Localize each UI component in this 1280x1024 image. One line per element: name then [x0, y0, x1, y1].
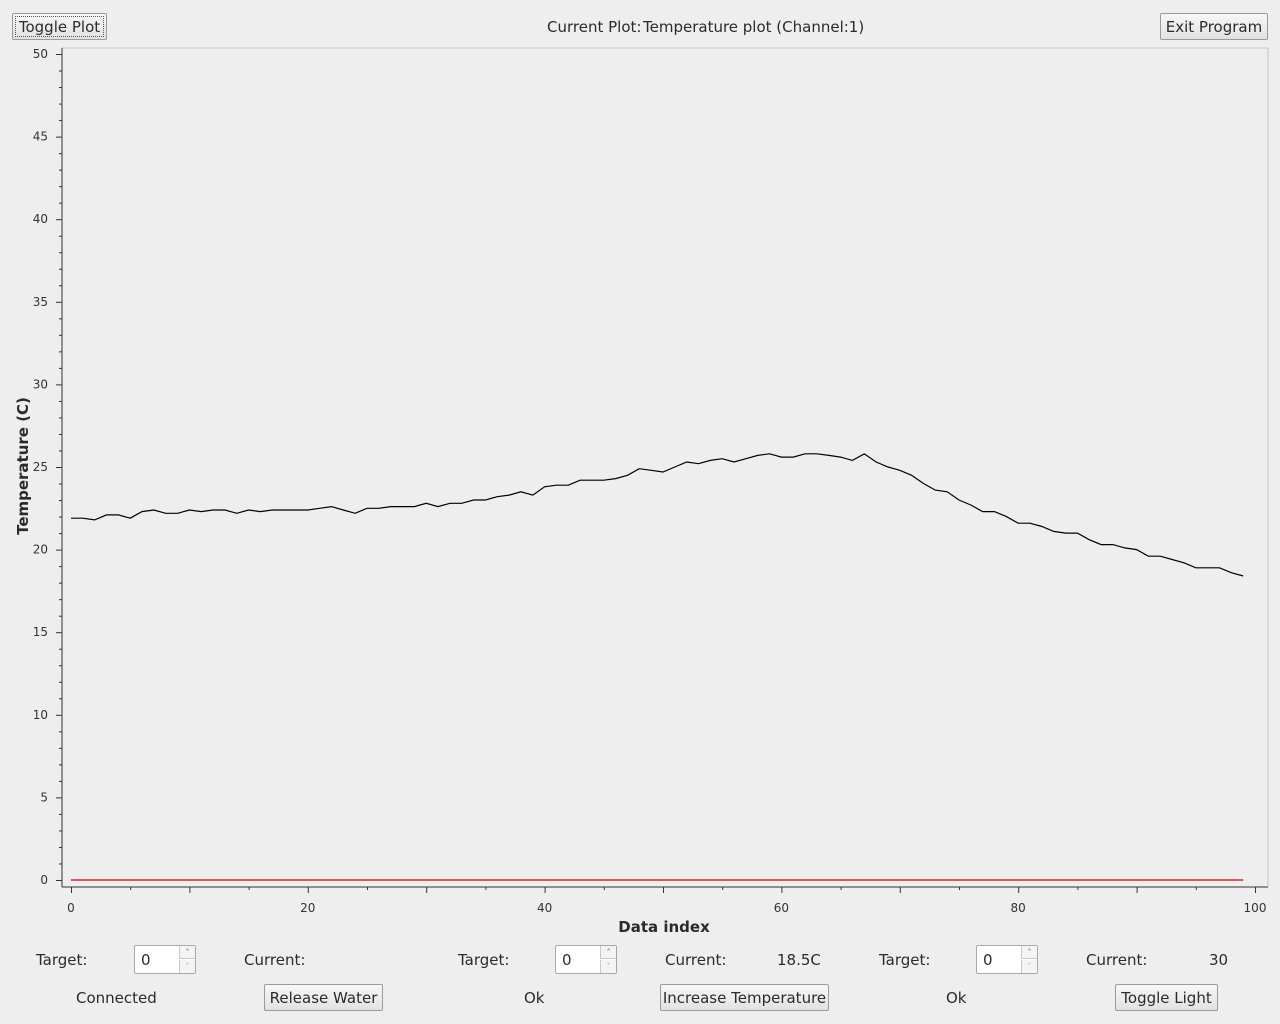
y-tick-label: 5	[40, 790, 48, 804]
current-value-3: 30	[1209, 951, 1229, 969]
x-axis-label: Data index	[618, 918, 710, 936]
y-axis-label: Temperature (C)	[14, 397, 32, 535]
spin-up-button-2[interactable]: ˄	[600, 946, 616, 959]
target-label-3: Target:	[879, 951, 931, 969]
y-tick-label: 25	[33, 460, 48, 474]
y-tick-label: 35	[33, 295, 48, 309]
target-spinbox-3[interactable]: ˄ ˅	[976, 945, 1038, 974]
chevron-down-icon: ˅	[185, 962, 190, 971]
y-tick-label: 0	[40, 873, 48, 887]
x-tick-label: 60	[774, 901, 789, 915]
target-spinbox-2[interactable]: ˄ ˅	[555, 945, 617, 974]
spin-up-button-1[interactable]: ˄	[179, 946, 195, 959]
exit-program-button[interactable]: Exit Program	[1160, 13, 1268, 40]
toggle-plot-button[interactable]: Toggle Plot	[12, 13, 107, 40]
chevron-up-icon: ˄	[1027, 947, 1032, 957]
series-layer	[71, 453, 1244, 881]
temperature-chart: 0 5 10 15 20 25 30 35 40 45 50 0 20 40 60 80 100 Data i…	[14, 47, 1269, 936]
y-tick-label: 50	[33, 47, 48, 61]
target-input-1[interactable]	[135, 946, 179, 973]
temperature-status: Ok	[524, 989, 545, 1007]
chevron-up-icon: ˄	[606, 947, 611, 957]
spin-down-button-1[interactable]: ˅	[179, 960, 195, 973]
target-input-3[interactable]	[977, 946, 1021, 973]
current-label-3: Current:	[1086, 951, 1148, 969]
x-axis: 0 20 40 60 80 100	[62, 886, 1268, 915]
target-label-1: Target:	[36, 951, 88, 969]
light-status: Ok	[946, 989, 967, 1007]
increase-temperature-button[interactable]: Increase Temperature	[660, 984, 829, 1011]
temperature-series-line	[71, 453, 1244, 577]
x-tick-label: 20	[300, 901, 315, 915]
y-tick-label: 40	[33, 212, 48, 226]
y-tick-label: 20	[33, 543, 48, 557]
target-label-2: Target:	[458, 951, 510, 969]
chevron-up-icon: ˄	[185, 947, 190, 957]
current-value-2: 18.5C	[777, 951, 821, 969]
current-plot-value: Temperature plot (Channel:1)	[643, 18, 865, 36]
release-water-button[interactable]: Release Water	[264, 984, 383, 1011]
x-tick-label: 0	[67, 901, 75, 915]
y-tick-label: 45	[33, 130, 48, 144]
y-axis: 0 5 10 15 20 25 30 35 40 45 50	[33, 47, 63, 887]
toggle-light-button[interactable]: Toggle Light	[1115, 984, 1218, 1011]
current-plot-label: Current Plot:	[547, 18, 642, 36]
y-tick-label: 10	[33, 708, 48, 722]
chevron-down-icon: ˅	[606, 962, 611, 971]
spin-down-button-2[interactable]: ˅	[600, 960, 616, 973]
target-spinbox-1[interactable]: ˄ ˅	[134, 945, 196, 974]
current-label-1: Current:	[244, 951, 306, 969]
current-label-2: Current:	[665, 951, 727, 969]
target-input-2[interactable]	[556, 946, 600, 973]
spin-down-button-3[interactable]: ˅	[1021, 960, 1037, 973]
y-tick-label: 15	[33, 625, 48, 639]
y-tick-label: 30	[33, 377, 48, 391]
chevron-down-icon: ˅	[1027, 962, 1032, 971]
x-tick-label: 40	[537, 901, 552, 915]
x-tick-label: 100	[1244, 901, 1267, 915]
connection-status: Connected	[76, 989, 157, 1007]
x-tick-label: 80	[1011, 901, 1026, 915]
spin-up-button-3[interactable]: ˄	[1021, 946, 1037, 959]
